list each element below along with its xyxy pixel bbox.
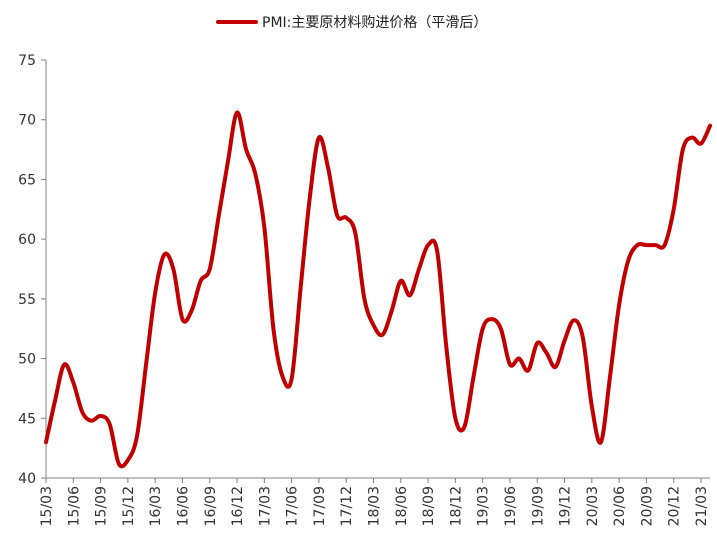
y-tick-label: 75 — [18, 53, 36, 69]
series-line — [44, 110, 713, 469]
y-tick-label: 55 — [18, 292, 36, 308]
x-axis: 15/03 15/06 15/09 15/12 16/03 16/06 16/09 16/12… — [39, 477, 710, 526]
y-tick-label: 45 — [18, 411, 36, 427]
x-tick-label: 15/12 — [121, 486, 137, 526]
x-tick-label: 15/06 — [66, 486, 82, 526]
x-tick-label: 18/09 — [421, 486, 437, 526]
x-tick-label: 20/09 — [639, 486, 655, 526]
x-tick-label: 16/09 — [203, 486, 219, 526]
x-tick-label: 17/12 — [339, 486, 355, 526]
x-tick-label: 20/03 — [585, 486, 601, 526]
legend: PMI:主要原材料购进价格（平滑后） — [216, 14, 487, 31]
x-tick-label: 18/06 — [394, 486, 410, 526]
x-tick-label: 20/06 — [612, 486, 628, 526]
x-tick-label: 17/03 — [257, 486, 273, 526]
x-tick-label: 20/12 — [667, 486, 683, 526]
x-tick-label: 17/09 — [312, 486, 328, 526]
x-tick-label: 19/09 — [530, 486, 546, 526]
legend-label: PMI:主要原材料购进价格（平滑后） — [262, 14, 487, 31]
x-tick-label: 16/06 — [175, 486, 191, 526]
x-tick-label: 16/03 — [148, 486, 164, 526]
y-tick-label: 60 — [18, 232, 36, 248]
x-tick-label: 19/03 — [476, 486, 492, 526]
x-tick-label: 17/06 — [285, 486, 301, 526]
series-layer — [44, 110, 713, 469]
x-tick-label: 15/03 — [39, 486, 55, 526]
x-tick-label: 18/12 — [448, 486, 464, 526]
x-tick-label: 21/03 — [694, 486, 710, 526]
x-tick-label: 16/12 — [230, 486, 246, 526]
x-tick-label: 15/09 — [94, 486, 110, 526]
y-tick-label: 50 — [18, 352, 36, 368]
y-tick-label: 40 — [18, 471, 36, 487]
y-axis: 40 45 50 55 60 65 70 75 — [18, 53, 47, 487]
y-tick-label: 65 — [18, 172, 36, 188]
x-tick-label: 19/12 — [558, 486, 574, 526]
x-tick-label: 19/06 — [503, 486, 519, 526]
y-tick-label: 70 — [18, 113, 36, 129]
x-tick-label: 18/03 — [367, 486, 383, 526]
